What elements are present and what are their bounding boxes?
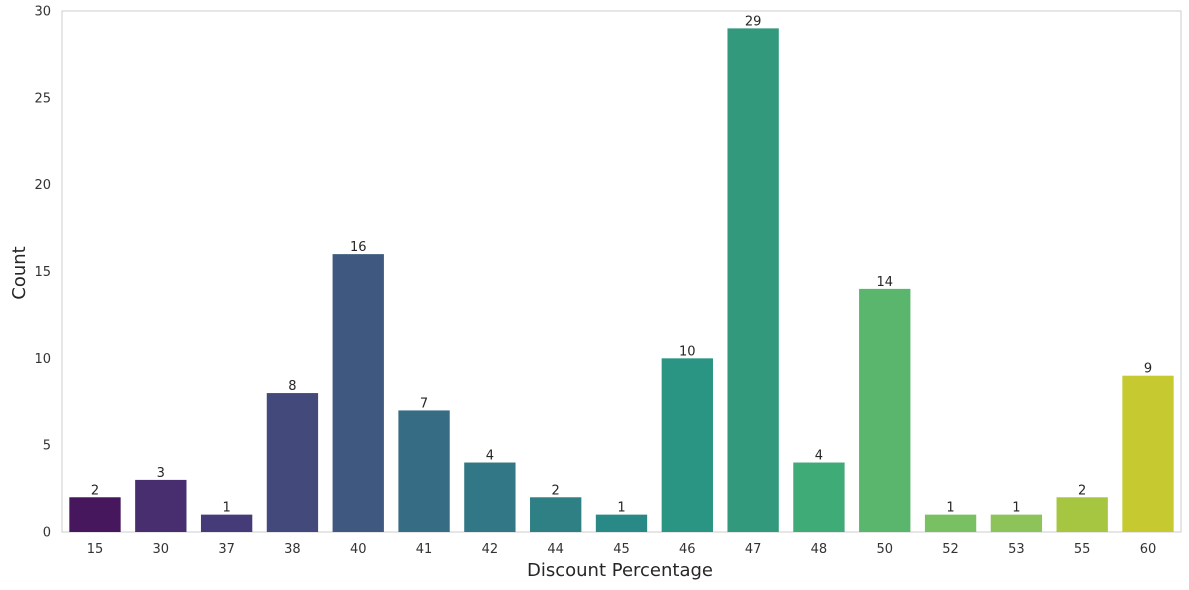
y-tick-labels: 0 5 10 15 20 25 30 (34, 5, 51, 541)
bar-value-label-55: 2 (1078, 483, 1086, 498)
bar-value-label-52: 1 (946, 501, 954, 516)
bar-value-label-37: 1 (222, 501, 230, 516)
bar-value-label-60: 9 (1144, 362, 1152, 377)
bar-value-label-41: 7 (420, 396, 428, 411)
bar-53 (990, 514, 1043, 532)
bar-46 (661, 358, 713, 532)
bars-group (69, 28, 1174, 533)
bar-41 (398, 410, 450, 532)
bar-38 (266, 393, 319, 532)
bar-52 (924, 514, 977, 532)
x-tick-label-45: 45 (613, 542, 630, 557)
bar-value-label-38: 8 (288, 379, 296, 394)
x-tick-label-48: 48 (811, 542, 828, 557)
bar-value-label-15: 2 (91, 483, 99, 498)
y-axis-title: Count (9, 246, 30, 299)
x-tick-label-47: 47 (745, 542, 762, 557)
bar-value-label-30: 3 (157, 466, 165, 481)
x-tick-label-44: 44 (547, 542, 564, 557)
x-tick-label-60: 60 (1140, 542, 1157, 557)
bar-value-label-46: 10 (679, 344, 696, 359)
bar-40 (332, 254, 384, 532)
bar-42 (464, 462, 516, 532)
bar-45 (595, 514, 648, 532)
bar-value-label-42: 4 (486, 449, 494, 464)
bar-value-label-48: 4 (815, 449, 823, 464)
bar-value-label-47: 29 (745, 14, 762, 29)
y-tick-label-0: 0 (43, 526, 51, 541)
bar-55 (1056, 497, 1108, 532)
y-tick-label-10: 10 (34, 352, 51, 367)
x-tick-label-15: 15 (87, 542, 104, 557)
x-tick-label-52: 52 (942, 542, 959, 557)
bar-47 (727, 28, 779, 533)
x-axis-title: Discount Percentage (527, 560, 713, 581)
bar-44 (530, 497, 582, 532)
y-tick-label-5: 5 (43, 439, 51, 454)
x-tick-label-40: 40 (350, 542, 367, 557)
x-tick-labels: 15 30 37 38 40 41 42 44 45 46 47 48 50 52 53 55 60 (87, 542, 1157, 557)
x-tick-label-37: 37 (218, 542, 235, 557)
bar-37 (200, 514, 253, 532)
bar-48 (793, 462, 845, 532)
x-tick-label-30: 30 (153, 542, 170, 557)
bar-value-label-40: 16 (350, 240, 367, 255)
bar-value-label-50: 14 (876, 275, 893, 290)
x-tick-label-55: 55 (1074, 542, 1091, 557)
y-tick-label-30: 30 (34, 5, 51, 20)
y-tick-label-20: 20 (34, 178, 51, 193)
x-tick-label-38: 38 (284, 542, 301, 557)
bar-15 (69, 497, 121, 532)
x-tick-label-50: 50 (876, 542, 893, 557)
bar-value-label-45: 1 (617, 501, 625, 516)
x-tick-label-46: 46 (679, 542, 696, 557)
y-tick-label-15: 15 (34, 265, 51, 280)
bar-value-label-53: 1 (1012, 501, 1020, 516)
plot-area (61, 10, 1182, 533)
bar-50 (859, 288, 911, 532)
x-tick-label-42: 42 (482, 542, 499, 557)
y-tick-label-25: 25 (34, 91, 51, 106)
x-tick-label-53: 53 (1008, 542, 1025, 557)
bar-30 (135, 479, 187, 532)
bar-60 (1122, 375, 1174, 532)
bar-value-label-44: 2 (552, 483, 560, 498)
x-tick-label-41: 41 (416, 542, 433, 557)
